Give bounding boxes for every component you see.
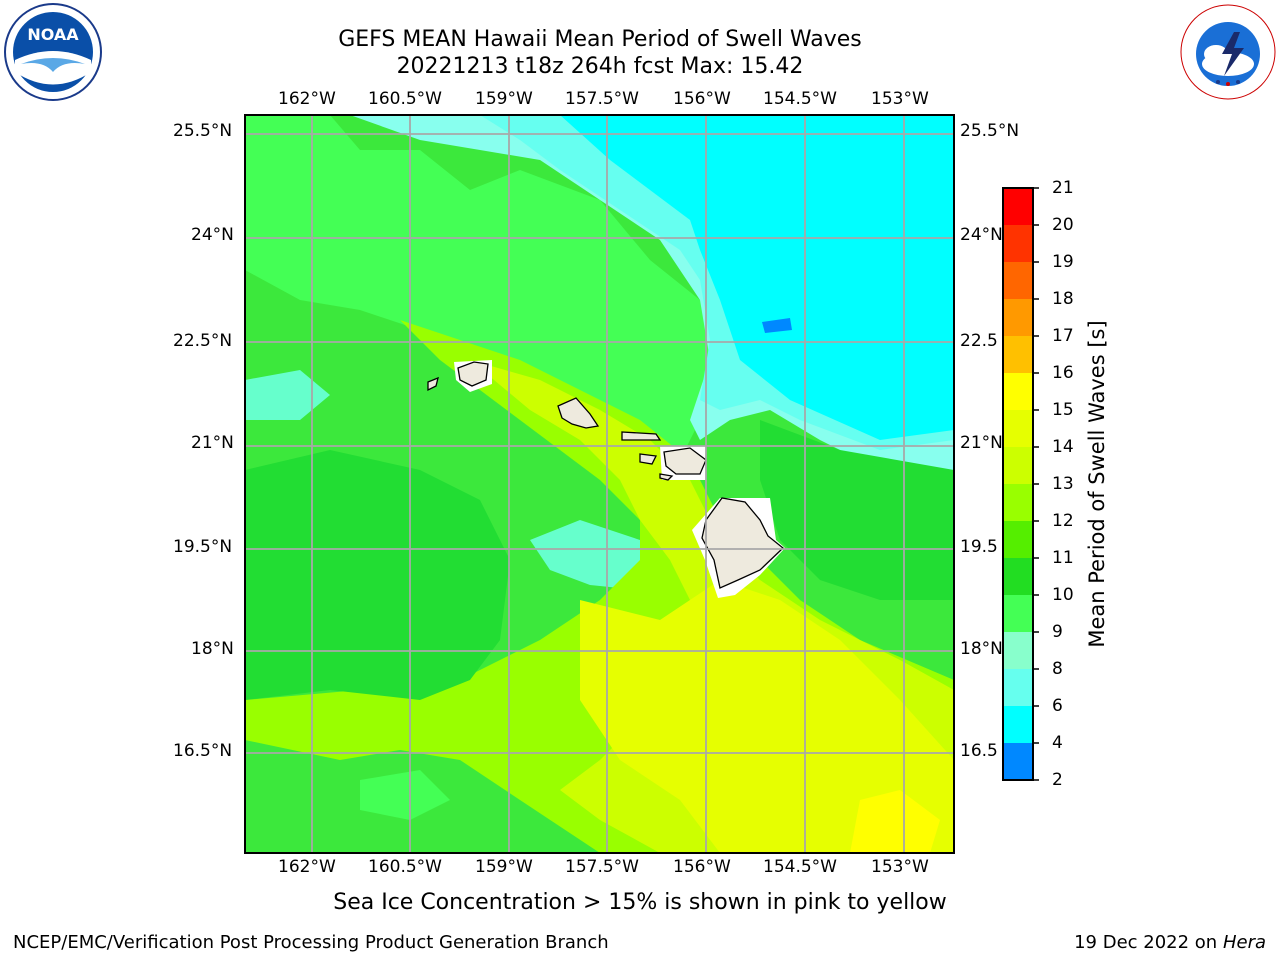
colorbar-segment xyxy=(1003,225,1033,263)
lat-label-left: 21°N xyxy=(191,433,234,453)
footer-branch: NCEP/EMC/Verification Post Processing Pr… xyxy=(13,932,609,953)
swell-period-field xyxy=(245,115,954,853)
colorbar-tick-label: 20 xyxy=(1052,215,1074,235)
lon-label-bottom: 162°W xyxy=(278,857,336,877)
lon-label-top: 156°W xyxy=(673,89,731,109)
lon-label-bottom: 153°W xyxy=(871,857,929,877)
lat-label-left: 24°N xyxy=(191,225,234,245)
colorbar-tick-label: 11 xyxy=(1052,548,1074,568)
colorbar-segment xyxy=(1003,706,1033,744)
lon-label-top: 159°W xyxy=(475,89,533,109)
lon-label-top: 157.5°W xyxy=(565,89,639,109)
lat-label-left: 22.5°N xyxy=(173,331,233,351)
lat-label-right: 25.5°N xyxy=(960,121,1020,141)
colorbar-segment xyxy=(1003,299,1033,337)
lon-label-bottom: 160.5°W xyxy=(368,857,442,877)
colorbar-segment xyxy=(1003,521,1033,559)
colorbar-tick-label: 13 xyxy=(1052,474,1074,494)
lat-label-right: 24°N xyxy=(960,225,1003,245)
colorbar-tick-label: 18 xyxy=(1052,289,1074,309)
noaa-logo-text: NOAA xyxy=(27,25,79,44)
footer-date-text: 19 Dec 2022 on xyxy=(1074,932,1218,953)
colorbar xyxy=(1003,187,1039,781)
colorbar-segment xyxy=(1003,262,1033,300)
colorbar-segment xyxy=(1003,410,1033,448)
colorbar-segment xyxy=(1003,188,1033,226)
colorbar-tick-label: 17 xyxy=(1052,326,1074,346)
colorbar-title: Mean Period of Swell Waves [s] xyxy=(1085,320,1109,648)
colorbar-tick-label: 16 xyxy=(1052,363,1074,383)
colorbar-tick-label: 21 xyxy=(1052,178,1074,198)
colorbar-tick-label: 2 xyxy=(1052,770,1063,790)
lat-label-right: 18°N xyxy=(960,639,1003,659)
colorbar-segment xyxy=(1003,447,1033,485)
colorbar-tick-label: 19 xyxy=(1052,252,1074,272)
colorbar-tick-label: 12 xyxy=(1052,511,1074,531)
lon-label-bottom: 156°W xyxy=(673,857,731,877)
lat-label-left: 18°N xyxy=(191,639,234,659)
colorbar-tick-label: 6 xyxy=(1052,696,1063,716)
sea-ice-caption: Sea Ice Concentration > 15% is shown in … xyxy=(333,890,947,915)
colorbar-segment xyxy=(1003,373,1033,411)
lon-label-bottom: 157.5°W xyxy=(565,857,639,877)
map-title: GEFS MEAN Hawaii Mean Period of Swell Wa… xyxy=(338,27,862,52)
lon-label-bottom: 154.5°W xyxy=(763,857,837,877)
colorbar-tick-label: 14 xyxy=(1052,437,1074,457)
lat-label-left: 25.5°N xyxy=(173,121,233,141)
colorbar-tick-label: 15 xyxy=(1052,400,1074,420)
lat-label-left: 19.5°N xyxy=(173,537,233,557)
colorbar-tick-label: 4 xyxy=(1052,733,1063,753)
footer-host: Hera xyxy=(1222,932,1266,953)
map-subtitle: 20221213 t18z 264h fcst Max: 15.42 xyxy=(396,54,804,79)
colorbar-segment xyxy=(1003,558,1033,596)
colorbar-tick-label: 8 xyxy=(1052,659,1063,679)
lon-label-bottom: 159°W xyxy=(475,857,533,877)
lon-label-top: 154.5°W xyxy=(763,89,837,109)
lon-label-top: 153°W xyxy=(871,89,929,109)
lat-label-right: 19.5 xyxy=(960,537,998,557)
lat-label-right: 22.5 xyxy=(960,331,998,351)
colorbar-segment xyxy=(1003,632,1033,670)
noaa-logo: NOAA xyxy=(3,2,103,102)
colorbar-segment xyxy=(1003,743,1033,781)
lon-label-top: 160.5°W xyxy=(368,89,442,109)
map-frame xyxy=(244,114,955,854)
colorbar-segment xyxy=(1003,669,1033,707)
colorbar-frame xyxy=(1002,187,1034,781)
footer-date: 19 Dec 2022 on Hera xyxy=(1074,932,1266,953)
lat-label-right: 16.5 xyxy=(960,741,998,761)
colorbar-segment xyxy=(1003,595,1033,633)
lat-label-left: 16.5°N xyxy=(173,741,233,761)
colorbar-segment xyxy=(1003,336,1033,374)
nws-logo xyxy=(1178,2,1278,102)
lat-label-right: 21°N xyxy=(960,433,1003,453)
lon-label-top: 162°W xyxy=(278,89,336,109)
colorbar-segment xyxy=(1003,484,1033,522)
map-gridlines xyxy=(245,115,954,853)
colorbar-tick-label: 9 xyxy=(1052,622,1063,642)
colorbar-tick-label: 10 xyxy=(1052,585,1074,605)
